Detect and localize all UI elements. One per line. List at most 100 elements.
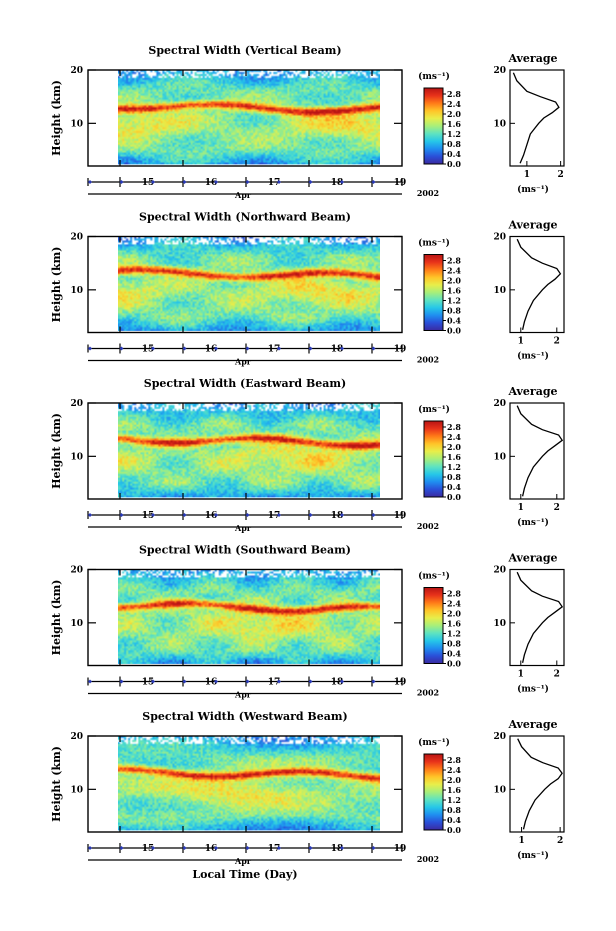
y-tick-label: 10: [70, 452, 83, 462]
average-profile-line: [516, 405, 564, 497]
profile-frame: [509, 568, 565, 667]
colorbar-tick-label: 0.4: [447, 815, 461, 825]
colorbar: [423, 87, 444, 165]
chart-title: Spectral Width (Eastward Beam): [144, 377, 346, 390]
colorbar-tick-label: 0.4: [447, 316, 461, 326]
average-profile-line: [516, 571, 564, 663]
x-tick-label: 18: [331, 511, 344, 521]
x-tick-label: 16: [205, 511, 218, 521]
x-tick-label: 16: [205, 178, 218, 188]
colorbar-tick-label: 2.0: [447, 609, 461, 619]
hour-marker: [245, 180, 250, 184]
hour-marker: [277, 346, 281, 351]
hour-marker: [151, 513, 155, 517]
average-title: Average: [507, 219, 557, 232]
average-profile-line: [516, 238, 562, 330]
hour-marker: [182, 180, 187, 184]
colorbar-tick-label: 2.4: [447, 765, 461, 775]
hour-marker: [308, 180, 313, 184]
hour-marker: [182, 846, 187, 850]
hour-marker: [151, 679, 155, 684]
colorbar-tick-label: 1.2: [447, 129, 461, 139]
hour-marker: [151, 846, 155, 850]
hour-marker: [119, 180, 124, 184]
colorbar-tick-label: 2.8: [447, 89, 461, 99]
colorbar-tick-label: 1.6: [447, 119, 461, 129]
colorbar-unit: (ms⁻¹): [418, 571, 450, 582]
hour-marker: [214, 513, 218, 517]
hour-marker: [151, 346, 155, 351]
colorbar-tick-label: 1.2: [447, 629, 461, 639]
profile-x-tick-label: 1: [518, 670, 524, 680]
profile-x-tick-label: 1: [524, 170, 530, 180]
year-label: 2002: [417, 854, 439, 864]
hour-marker: [182, 679, 187, 684]
profile-unit: (ms⁻¹): [517, 184, 549, 195]
x-tick-label: 17: [268, 678, 281, 688]
colorbar-tick-label: 1.2: [447, 462, 461, 472]
year-label: 2002: [417, 355, 439, 365]
x-tick-label: 19: [394, 678, 407, 688]
plot-frame: [87, 402, 403, 500]
hour-marker: [340, 180, 344, 184]
y-axis-label: Height (km): [50, 80, 63, 156]
profile-y-tick-label: 20: [493, 66, 506, 76]
colorbar-tick-label: 2.8: [447, 755, 461, 765]
profile-y-tick-label: 20: [493, 399, 506, 409]
y-tick-label: 20: [70, 732, 83, 742]
chart-title: Spectral Width (Southward Beam): [139, 544, 351, 557]
hour-marker: [214, 846, 218, 850]
hour-marker: [88, 346, 92, 351]
colorbar-tick-label: 0.8: [447, 472, 461, 482]
colorbar-tick-label: 0.4: [447, 482, 461, 492]
x-tick-label: 16: [205, 844, 218, 854]
profile-unit: (ms⁻¹): [517, 351, 549, 362]
colorbar-tick-label: 1.6: [447, 452, 461, 462]
profile-x-tick-label: 2: [557, 170, 563, 180]
colorbar-tick-label: 0.8: [447, 139, 461, 149]
y-tick-label: 20: [70, 566, 83, 576]
y-tick-label: 20: [70, 399, 83, 409]
colorbar-tick-label: 2.4: [447, 599, 461, 609]
x-tick-label: 17: [268, 178, 281, 188]
average-title: Average: [507, 52, 557, 65]
hour-marker: [245, 846, 250, 850]
profile-frame: [509, 735, 565, 833]
year-label: 2002: [417, 521, 439, 531]
x-tick-label: 15: [142, 345, 155, 355]
colorbar-tick-label: 0.0: [447, 492, 461, 502]
hour-marker: [88, 180, 92, 184]
chart-panel-3: Spectral Width (Eastward Beam) 10 20 Height…: [50, 377, 565, 533]
profile-y-tick-label: 10: [493, 452, 506, 462]
x-tick-label: 19: [394, 511, 407, 521]
hour-marker: [182, 513, 187, 517]
x-tick-label: 17: [268, 511, 281, 521]
colorbar-tick-label: 1.6: [447, 619, 461, 629]
hour-marker: [371, 679, 376, 684]
profile-y-tick-label: 10: [493, 785, 506, 795]
profile-frame: [509, 235, 565, 334]
colorbar-tick-label: 2.8: [447, 256, 461, 266]
hour-marker: [151, 180, 155, 184]
chart-panel-1: Spectral Width (Vertical Beam) 10 20 Height…: [50, 44, 565, 200]
colorbar-unit: (ms⁻¹): [418, 71, 450, 82]
y-tick-label: 10: [70, 785, 83, 795]
colorbar-tick-label: 2.4: [447, 432, 461, 442]
colorbar-tick-label: 0.8: [447, 805, 461, 815]
hour-marker: [371, 180, 376, 184]
colorbar-tick-label: 0.4: [447, 649, 461, 659]
x-tick-label: 16: [205, 345, 218, 355]
heatmap-field: [118, 403, 380, 498]
colorbar-tick-label: 0.8: [447, 306, 461, 316]
chart-panel-2: Spectral Width (Northward Beam) 10 20 Heigh…: [50, 211, 565, 367]
y-axis-label: Height (km): [50, 580, 63, 656]
colorbar: [423, 254, 444, 331]
x-tick-label: 18: [331, 844, 344, 854]
x-tick-label: 19: [394, 844, 407, 854]
hour-marker: [340, 513, 344, 517]
profile-frame: [509, 69, 565, 167]
month-label: Apr: [234, 690, 252, 700]
colorbar-unit: (ms⁻¹): [418, 737, 450, 748]
chart-panel-4: Spectral Width (Southward Beam) 10 20 Heigh…: [50, 544, 565, 700]
hour-marker: [308, 846, 313, 850]
